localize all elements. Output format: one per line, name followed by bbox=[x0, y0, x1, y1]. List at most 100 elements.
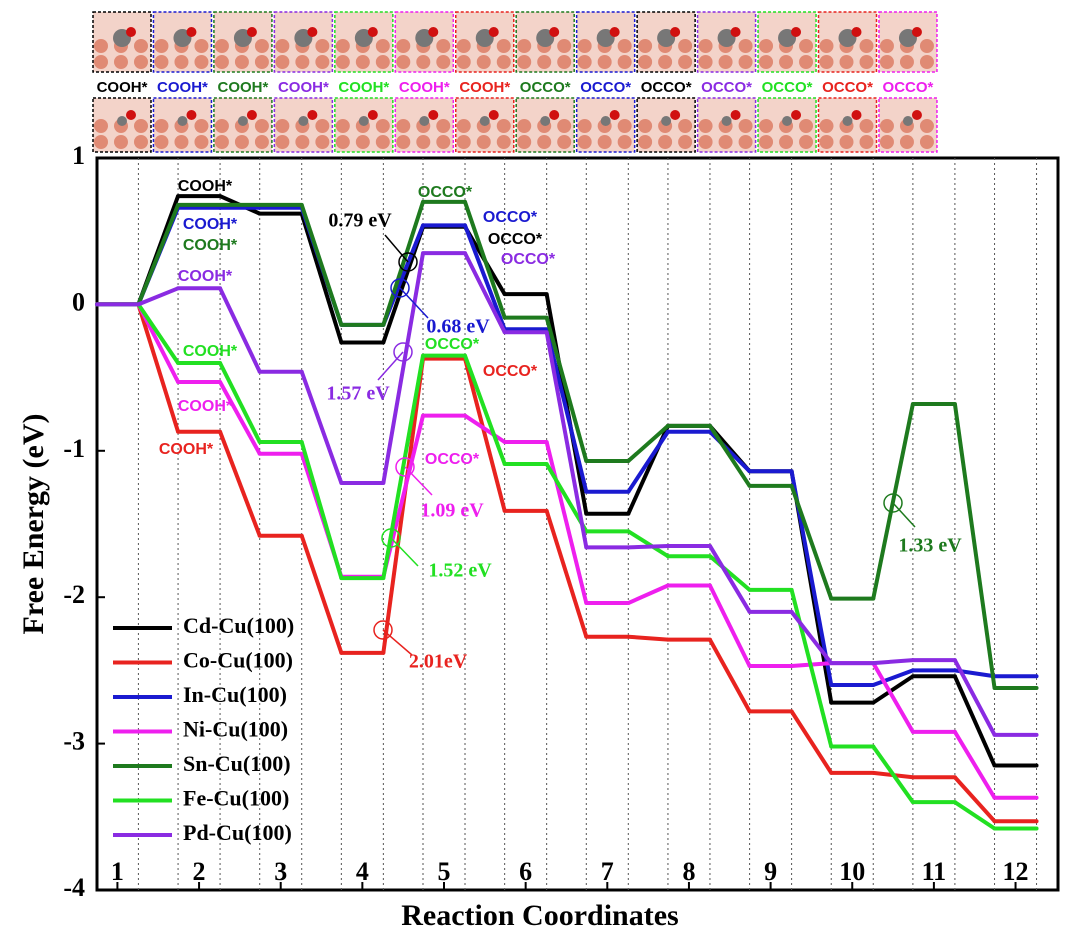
structure-label: COOH* bbox=[399, 79, 450, 96]
atom bbox=[557, 39, 571, 53]
connector bbox=[873, 404, 913, 599]
atom bbox=[839, 135, 853, 149]
atom bbox=[238, 116, 248, 126]
atom bbox=[396, 119, 410, 133]
atom bbox=[497, 119, 511, 133]
atom bbox=[759, 55, 773, 69]
atom bbox=[578, 55, 592, 69]
atom bbox=[791, 27, 801, 37]
atom bbox=[489, 27, 499, 37]
barrier-arrow bbox=[383, 630, 412, 655]
atom bbox=[457, 119, 471, 133]
atom bbox=[275, 55, 289, 69]
atom bbox=[859, 119, 873, 133]
atom bbox=[900, 135, 914, 149]
atom bbox=[739, 55, 753, 69]
x-tick-label: 2 bbox=[193, 857, 206, 886]
atom bbox=[315, 119, 329, 133]
atom bbox=[739, 135, 753, 149]
atom bbox=[315, 55, 329, 69]
atom bbox=[235, 55, 249, 69]
atom bbox=[336, 39, 350, 53]
atom bbox=[186, 27, 196, 37]
atom bbox=[839, 55, 853, 69]
atom bbox=[235, 135, 249, 149]
atom bbox=[356, 135, 370, 149]
atom bbox=[719, 55, 733, 69]
atom bbox=[497, 135, 511, 149]
structure-label: COOH* bbox=[217, 79, 268, 96]
atom bbox=[298, 116, 308, 126]
annotation: COOH* bbox=[183, 237, 238, 254]
connector bbox=[628, 637, 668, 640]
atom bbox=[255, 135, 269, 149]
x-tick-label: 3 bbox=[274, 857, 287, 886]
atom bbox=[477, 135, 491, 149]
atom bbox=[416, 55, 430, 69]
atom bbox=[618, 39, 632, 53]
barrier-arrow bbox=[385, 235, 408, 262]
atom bbox=[859, 55, 873, 69]
atom bbox=[699, 119, 713, 133]
atom bbox=[819, 39, 833, 53]
atom bbox=[799, 39, 813, 53]
atom bbox=[117, 116, 127, 126]
atom bbox=[194, 39, 208, 53]
atom bbox=[920, 119, 934, 133]
connector bbox=[955, 732, 995, 798]
atom bbox=[537, 55, 551, 69]
y-tick-label: -4 bbox=[63, 873, 85, 902]
structure-label: OCCO* bbox=[520, 79, 571, 96]
structure-label: COOH* bbox=[459, 79, 510, 96]
structure-label: OCCO* bbox=[883, 79, 934, 96]
atom bbox=[578, 39, 592, 53]
atom bbox=[194, 55, 208, 69]
atom bbox=[722, 116, 732, 126]
atom bbox=[307, 27, 317, 37]
legend-label: In-Cu(100) bbox=[183, 682, 287, 707]
atom bbox=[215, 119, 229, 133]
plot-frame bbox=[97, 158, 1058, 890]
atom bbox=[436, 39, 450, 53]
structure-label: OCCO* bbox=[641, 79, 692, 96]
atom bbox=[114, 135, 128, 149]
atom bbox=[557, 119, 571, 133]
atom bbox=[275, 39, 289, 53]
atom bbox=[678, 55, 692, 69]
atom bbox=[94, 135, 108, 149]
atom bbox=[638, 119, 652, 133]
atom bbox=[134, 119, 148, 133]
atom bbox=[396, 55, 410, 69]
atom bbox=[186, 110, 196, 120]
atom bbox=[799, 135, 813, 149]
atom bbox=[436, 55, 450, 69]
atom bbox=[255, 119, 269, 133]
atom bbox=[359, 116, 369, 126]
atom bbox=[517, 39, 531, 53]
atom bbox=[912, 110, 922, 120]
y-tick-label: -3 bbox=[63, 727, 85, 756]
connector bbox=[792, 612, 832, 663]
annotation: COOH* bbox=[183, 216, 238, 233]
atom bbox=[912, 27, 922, 37]
connector bbox=[628, 585, 668, 603]
atom bbox=[638, 135, 652, 149]
atom bbox=[699, 39, 713, 53]
atom bbox=[517, 135, 531, 149]
atom bbox=[618, 55, 632, 69]
y-axis-label: Free Energy (eV) bbox=[17, 413, 50, 634]
atom bbox=[759, 39, 773, 53]
connector bbox=[220, 432, 260, 536]
chart: Reaction Coordinates Free Energy (eV) CO… bbox=[0, 0, 1076, 934]
atom bbox=[658, 55, 672, 69]
atom bbox=[880, 135, 894, 149]
atom bbox=[842, 116, 852, 126]
annotation: OCCO* bbox=[488, 231, 543, 248]
atom bbox=[396, 135, 410, 149]
atom bbox=[247, 110, 257, 120]
atom bbox=[517, 119, 531, 133]
atom bbox=[154, 135, 168, 149]
atom bbox=[920, 135, 934, 149]
x-tick-label: 1 bbox=[111, 857, 124, 886]
atom bbox=[376, 55, 390, 69]
